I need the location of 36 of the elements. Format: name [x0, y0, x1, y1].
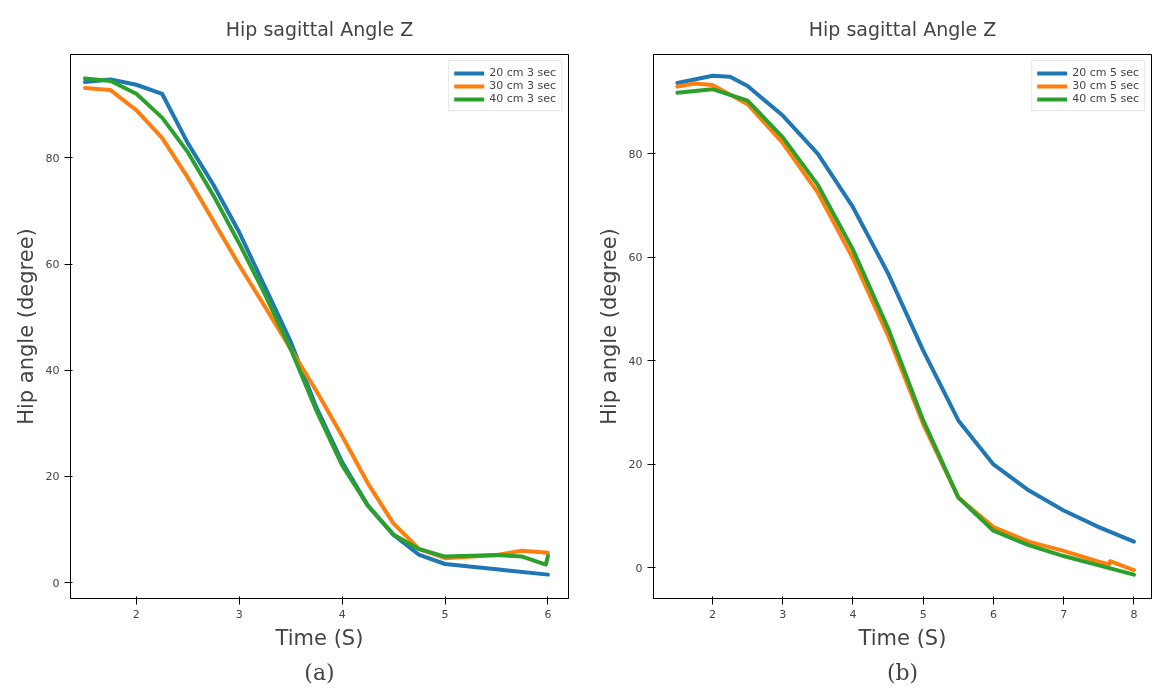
legend-label: 40 cm 3 sec: [489, 92, 556, 105]
x-axis-title: Time (S): [857, 625, 947, 650]
y-axis-title: Hip angle (degree): [13, 228, 38, 425]
x-tick-label: 5: [919, 607, 927, 621]
legend-label: 40 cm 5 sec: [1072, 92, 1139, 105]
y-tick-label: 0: [52, 576, 60, 590]
legend-label: 30 cm 5 sec: [1072, 79, 1139, 92]
text: (b): [886, 659, 919, 685]
y-tick-label: 20: [45, 470, 60, 484]
x-tick-label: 3: [235, 607, 243, 621]
y-tick-label: 0: [635, 561, 643, 575]
y-tick-label: 60: [628, 251, 643, 265]
y-tick-label: 80: [45, 151, 60, 165]
legend-label: 30 cm 3 sec: [489, 79, 556, 92]
x-tick-label: 4: [849, 607, 857, 621]
y-tick-label: 20: [628, 458, 643, 472]
x-tick-label: 4: [338, 607, 346, 621]
x-tick-label: 7: [1060, 607, 1068, 621]
x-tick-label: 6: [544, 607, 552, 621]
x-tick-label: 2: [709, 607, 716, 621]
y-tick-label: 40: [45, 364, 60, 378]
y-tick-label: 80: [628, 147, 643, 161]
y-tick-label: 40: [628, 354, 643, 368]
x-tick-label: 3: [779, 607, 787, 621]
x-tick-label: 6: [989, 607, 997, 621]
legend-label: 20 cm 5 sec: [1072, 66, 1139, 79]
x-tick-label: 2: [132, 607, 140, 621]
x-axis-title: Time (S): [274, 625, 364, 650]
text: (a): [304, 659, 335, 685]
chart-title: Hip sagittal Angle Z: [225, 17, 414, 40]
legend-label: 20 cm 3 sec: [489, 66, 556, 79]
chart-title: Hip sagittal Angle Z: [808, 17, 997, 40]
x-tick-label: 8: [1130, 607, 1138, 621]
x-tick-label: 5: [441, 607, 449, 621]
y-tick-label: 60: [45, 258, 60, 272]
y-axis-title: Hip angle (degree): [596, 228, 621, 425]
